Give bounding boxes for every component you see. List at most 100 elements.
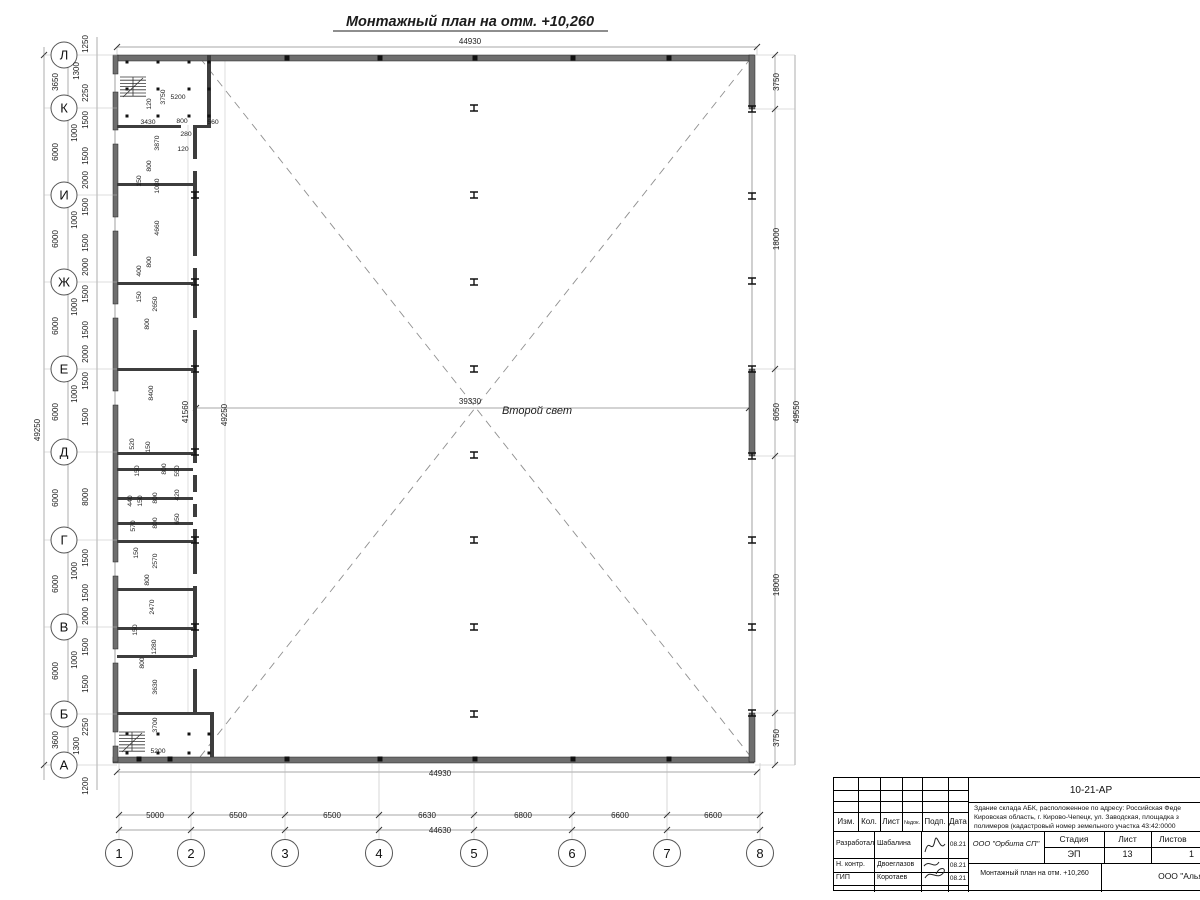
column-dot — [187, 60, 191, 64]
steel-column-symbol — [470, 104, 478, 112]
column-square — [136, 756, 142, 762]
column-dot — [207, 87, 211, 91]
dimension-label: 650 — [174, 513, 181, 525]
tb-description-1: Здание склада АБК, расположенное по адре… — [974, 805, 1181, 812]
column-dot — [125, 60, 129, 64]
dimension-label: 150 — [132, 624, 139, 636]
stairs-layer — [119, 76, 146, 753]
column-dot — [156, 751, 160, 755]
dimension-label: 2470 — [149, 599, 156, 614]
col-axis-bubble — [105, 839, 133, 867]
steel-column-symbol — [470, 623, 478, 631]
tb-contractor: ООО "Альянс — [1158, 871, 1200, 881]
dimension-label: 1500 — [81, 675, 90, 693]
dimension-label: 1500 — [81, 408, 90, 426]
steel-column-symbol — [191, 536, 199, 544]
dimension-label: 1030 — [154, 178, 161, 193]
dimension-label: 3630 — [152, 679, 159, 694]
tb-description-3: полимеров (кадастровый номер земельного … — [974, 823, 1176, 830]
stairs-icon — [119, 731, 145, 753]
tb-name-2: Двоеглазов — [877, 861, 915, 868]
column-dot — [187, 87, 191, 91]
row-axis-bubble — [50, 94, 78, 122]
dimension-label: 1300 — [72, 62, 81, 80]
dimension-label: 2000 — [81, 345, 90, 363]
dimension-label: 560 — [207, 119, 219, 126]
column-dot — [207, 114, 211, 118]
row-axis-label: Б — [60, 707, 69, 722]
bracing-x — [199, 57, 752, 758]
dimension-label: 3750 — [160, 89, 167, 104]
tb-col-ndok: №док. — [903, 820, 921, 826]
dimension-label: 6000 — [51, 143, 60, 161]
dimension-label: 800 — [161, 463, 168, 475]
dimension-label: 120 — [177, 146, 189, 153]
row-axis-bubble — [50, 613, 78, 641]
dimension-label: 6500 — [229, 811, 247, 820]
tb-date-2: 08.21 — [949, 862, 967, 869]
column-square — [377, 55, 383, 61]
row-axis-label: И — [59, 188, 68, 203]
dimension-label: 8000 — [81, 488, 90, 506]
dimension-label: 44930 — [459, 37, 482, 46]
tb-description-2: Кировская область, г. Кирово-Чепецк, ул.… — [974, 814, 1179, 821]
column-square — [666, 55, 672, 61]
steel-column-symbol — [191, 365, 199, 373]
row-axis-label: В — [60, 620, 69, 635]
column-square — [377, 756, 383, 762]
dimension-label: 3600 — [51, 731, 60, 749]
dimension-label: 1500 — [81, 638, 90, 656]
col-axis-bubble — [365, 839, 393, 867]
tb-doc-number: 10-21-АР — [1069, 785, 1113, 796]
signature-2 — [923, 861, 945, 879]
dimension-label: 6500 — [323, 811, 341, 820]
dimension-label: 41560 — [181, 400, 190, 423]
dimension-label: 2000 — [81, 258, 90, 276]
dimension-label: 1500 — [81, 111, 90, 129]
dimension-label: 2650 — [152, 296, 159, 311]
column-dot — [207, 751, 211, 755]
dimension-label: 3430 — [140, 119, 155, 126]
dimension-label: 49250 — [220, 403, 229, 426]
tb-col-kol: Кол. — [861, 817, 877, 826]
column-square — [570, 55, 576, 61]
dimension-label: 6600 — [704, 811, 722, 820]
dimension-label: 150 — [133, 547, 140, 559]
dimension-label: 150 — [136, 291, 143, 303]
steel-column-symbol — [191, 623, 199, 631]
column-square — [472, 55, 478, 61]
column-square — [666, 756, 672, 762]
row-axis-bubble — [50, 700, 78, 728]
dimension-label: 3750 — [772, 73, 781, 91]
column-dot — [187, 751, 191, 755]
dimension-label: 5200 — [150, 748, 165, 755]
col-axis-label: 5 — [470, 846, 477, 861]
col-axis-label: 2 — [187, 846, 194, 861]
steel-column-symbol — [470, 536, 478, 544]
column-dot — [156, 87, 160, 91]
column-square — [570, 756, 576, 762]
steel-column-symbol — [748, 623, 756, 631]
partitions — [117, 55, 214, 757]
dimension-label: 6800 — [514, 811, 532, 820]
tb-plan-title: Монтажный план на отм. +10,260 — [980, 870, 1089, 877]
dimension-label: 1500 — [81, 549, 90, 567]
dimension-label: 800 — [152, 517, 159, 529]
dimension-label: 1500 — [81, 234, 90, 252]
dimension-label: 6000 — [51, 662, 60, 680]
column-square — [284, 756, 290, 762]
dimension-label: 800 — [144, 574, 151, 586]
col-axis-label: 8 — [756, 846, 763, 861]
dimension-label: 5200 — [170, 94, 185, 101]
tb-name-1: Шабалина — [877, 840, 911, 847]
tb-sheets-value: 1 — [1189, 849, 1195, 859]
dimension-label: 39330 — [459, 397, 482, 406]
dimension-label: 1000 — [70, 298, 79, 316]
dimension-label: 1000 — [70, 211, 79, 229]
steel-column-symbol — [470, 365, 478, 373]
col-axis-bubble — [558, 839, 586, 867]
steel-column-symbol — [748, 536, 756, 544]
dimension-label: 6050 — [772, 403, 781, 421]
tb-col-data: Дата — [949, 817, 967, 826]
tb-col-izm: Изм. — [837, 817, 855, 826]
